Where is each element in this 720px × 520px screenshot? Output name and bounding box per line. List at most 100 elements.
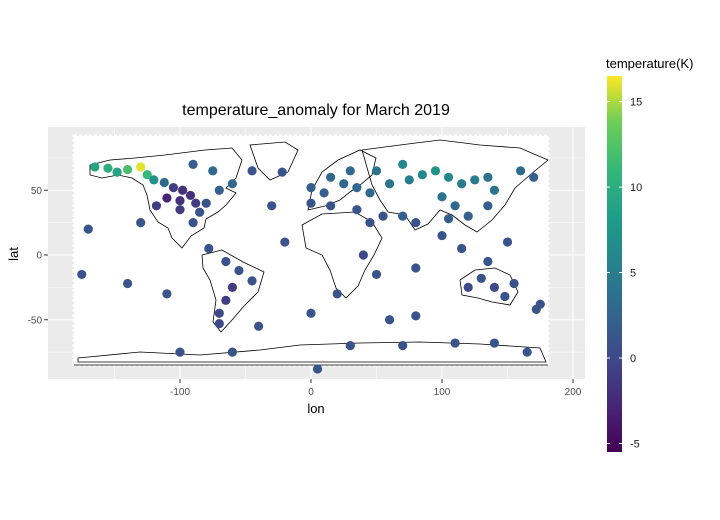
anomaly-cell (103, 163, 113, 173)
anomaly-cell (365, 218, 375, 228)
anomaly-cell (162, 289, 172, 299)
anomaly-cell (476, 273, 486, 283)
anomaly-cell (411, 263, 421, 273)
x-tick-label: 0 (308, 387, 314, 398)
anomaly-cell (188, 159, 198, 169)
anomaly-cell (151, 201, 162, 211)
anomaly-cell (443, 214, 454, 224)
anomaly-cell (437, 230, 447, 241)
anomaly-cell (404, 175, 414, 185)
y-tick-label: 0 (36, 251, 42, 262)
x-axis: -100 0 100 200 (170, 379, 582, 398)
anomaly-cell (411, 311, 421, 321)
anomaly-cell (443, 172, 454, 182)
anomaly-cell (398, 211, 408, 221)
anomaly-cell (201, 198, 211, 208)
anomaly-cell (312, 364, 323, 374)
europe-outline (307, 149, 377, 211)
anomaly-cell (227, 179, 237, 189)
anomaly-cell (326, 201, 336, 211)
colorbar-tick-label: 0 (630, 353, 636, 365)
anomaly-cell (277, 167, 287, 177)
anomaly-cell (234, 265, 244, 276)
south-america-outline (201, 249, 265, 333)
anomaly-cell (188, 218, 198, 228)
anomaly-cell (509, 278, 519, 289)
anomaly-cell (254, 321, 264, 331)
anomaly-cell (208, 166, 218, 176)
anomaly-cell (123, 164, 133, 175)
anomaly-cell (175, 196, 185, 206)
anomaly-cell (358, 250, 368, 260)
anomaly-cell (332, 289, 342, 299)
anomaly-cell (136, 218, 146, 228)
anomaly-cell (204, 243, 214, 254)
anomaly-cell (489, 282, 499, 292)
anomaly-cell (430, 166, 441, 176)
anomaly-cell (306, 198, 316, 208)
anomaly-cell (535, 299, 545, 309)
anomaly-cell (398, 159, 408, 169)
anomaly-cell (339, 179, 349, 189)
anomaly-cell (136, 162, 146, 172)
anomaly-cell (214, 308, 224, 318)
anomaly-cell (345, 166, 355, 176)
colorbar-tick-label: 5 (630, 268, 636, 280)
anomaly-cell (319, 188, 329, 198)
anomaly-cell (195, 207, 205, 217)
legend-title: temperature(K) (606, 56, 693, 71)
colorbar-tick-label: 15 (630, 97, 642, 109)
anomaly-cell (483, 201, 493, 211)
anomaly-cell (306, 183, 316, 193)
anomaly-cell (502, 237, 513, 247)
anomaly-cell (470, 175, 480, 185)
anomaly-cell (489, 338, 499, 348)
anomaly-cell (221, 256, 231, 267)
anomaly-cell (371, 166, 382, 176)
anomaly-cell (326, 172, 336, 182)
chart-title: temperature_anomaly for March 2019 (182, 102, 450, 119)
anomaly-cell (247, 166, 257, 176)
anomaly-cell (345, 341, 355, 351)
anomaly-cell (378, 211, 388, 221)
asia-outline (361, 139, 549, 233)
x-tick-label: 100 (434, 387, 451, 398)
anomaly-cell (500, 291, 510, 302)
anomaly-cell (463, 282, 473, 292)
anomaly-cell (516, 166, 526, 176)
anomaly-cell (371, 269, 382, 280)
anomaly-cell (162, 193, 172, 203)
x-tick-label: -100 (170, 387, 190, 398)
anomaly-cell (411, 218, 421, 228)
anomaly-cell (83, 224, 93, 234)
anomaly-cell (529, 172, 539, 182)
colorbar-tick-label: 10 (630, 182, 642, 194)
anomaly-cell (365, 188, 375, 198)
anomaly-cell (168, 183, 179, 193)
anomaly-cell (450, 201, 460, 211)
anomaly-cell (398, 341, 408, 351)
anomaly-cell (417, 170, 427, 180)
anomaly-cells (77, 159, 545, 374)
anomaly-cell (457, 243, 467, 254)
anomaly-cell (149, 175, 159, 185)
north-america-outline (89, 147, 243, 249)
anomaly-cell (191, 198, 201, 208)
anomaly-cell (267, 201, 277, 211)
y-axis: 50 0 -50 (28, 186, 48, 326)
anomaly-cell (483, 256, 493, 267)
y-tick-label: -50 (28, 315, 43, 326)
anomaly-cell (90, 162, 100, 172)
anomaly-cell (463, 211, 473, 221)
y-tick-label: 50 (31, 186, 43, 197)
anomaly-cell (175, 347, 185, 357)
anomaly-cell (306, 308, 316, 318)
anomaly-cell (112, 167, 122, 177)
antarctica-outline (77, 341, 547, 363)
anomaly-cell (221, 295, 231, 305)
y-axis-title: lat (6, 247, 21, 261)
anomaly-cell (457, 179, 467, 189)
colorbar-ticks: 15 10 5 0 -5 (607, 97, 642, 450)
anomaly-cell (185, 190, 196, 201)
greenland-outline (249, 141, 299, 181)
